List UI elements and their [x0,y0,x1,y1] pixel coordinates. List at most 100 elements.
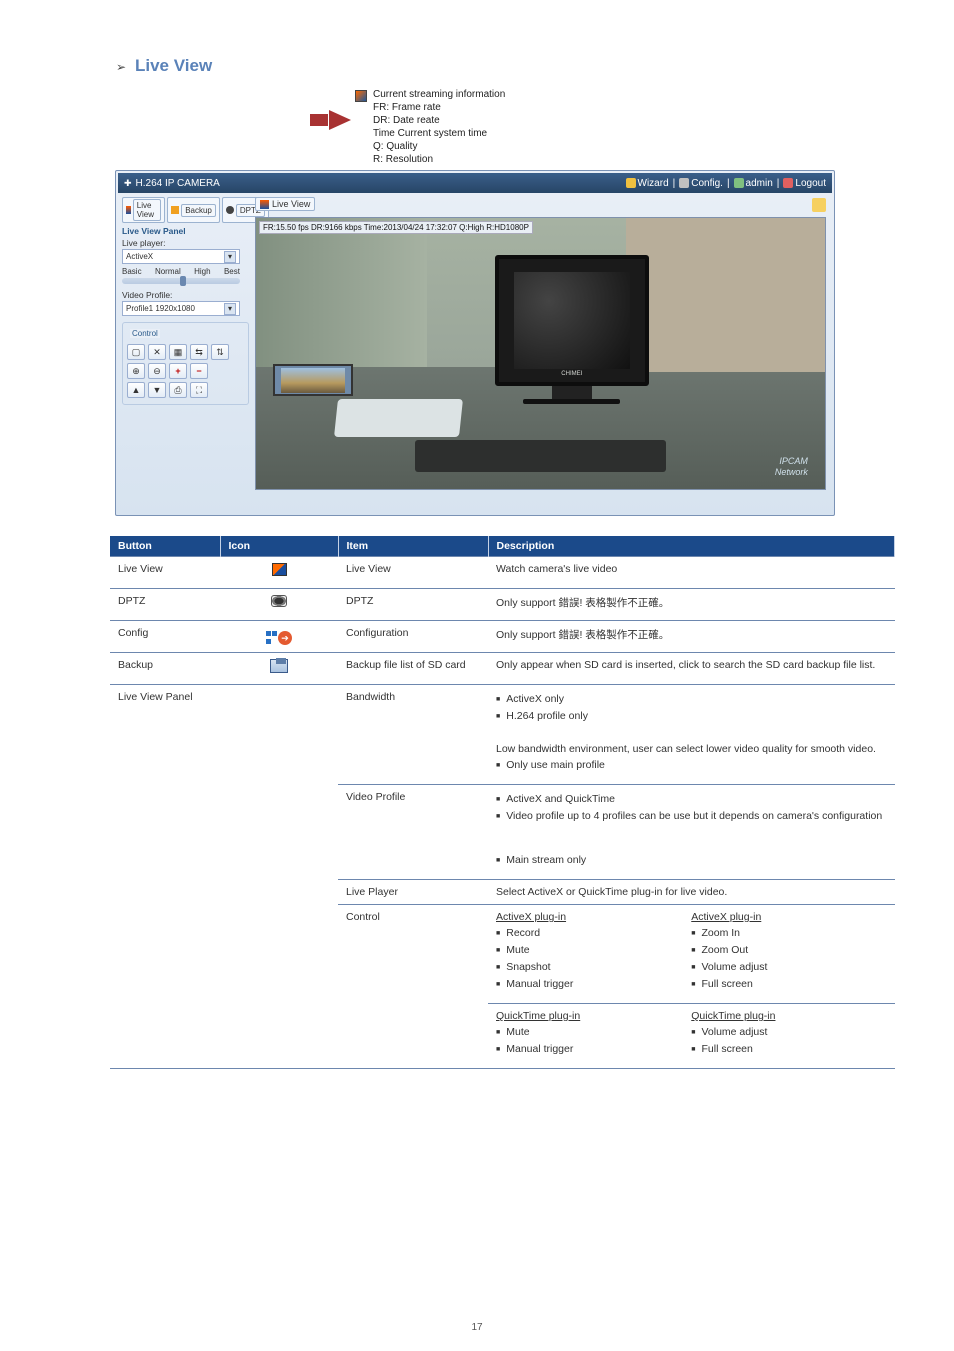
cell-item: Backup file list of SD card [338,653,488,685]
cell-desc: Only appear when SD card is inserted, cl… [488,653,895,685]
vol-up-button[interactable]: + [169,363,187,379]
cell-item: Live View [338,557,488,589]
mirror-h-button[interactable]: ⇆ [190,344,208,360]
zoom-in-button[interactable]: ⊕ [127,363,145,379]
screenshot-figure: Current streaming information FR: Frame … [115,88,835,516]
cell-item: Live Player [338,880,488,905]
trigger-up-button[interactable]: ▲ [127,382,145,398]
scene-wall-right [626,218,825,372]
app-window: H.264 IP CAMERA Wizard | Config. | admin… [115,170,835,516]
qual-best: Best [224,267,240,276]
cell-icon [220,557,338,589]
list-item: Full screen [691,977,886,993]
table-row: DPTZ DPTZ Only support 錯誤! 表格製作不正確。 [110,589,895,621]
page-number: 17 [471,1322,482,1333]
panel-heading: Live View Panel [122,226,249,236]
dptz-icon [226,206,234,214]
mute-button[interactable]: ✕ [148,344,166,360]
th-desc: Description [488,536,895,557]
speaker-icon[interactable] [812,198,826,212]
osd-text: FR:15.50 fps DR:9166 kbps Time:2013/04/2… [259,221,533,234]
aux-button[interactable]: ⎙ [169,382,187,398]
list-item: Video profile up to 4 profiles can be us… [496,809,887,825]
table-row: Live View Live View Watch camera's live … [110,557,895,589]
th-button: Button [110,536,220,557]
admin-icon [734,178,744,188]
callout-line: Time Current system time [373,127,505,140]
chevron-down-icon: ▾ [224,303,236,315]
video-profile-select[interactable]: Profile1 1920x1080 ▾ [122,301,240,316]
callout-line: Q: Quality [373,140,505,153]
list-item: Mute [496,1025,691,1041]
note-text: Low bandwidth environment, user can sele… [496,743,887,755]
fullscreen-button[interactable]: ⛶ [190,382,208,398]
cell-button: DPTZ [110,589,220,621]
col-title: QuickTime plug-in [691,1010,886,1022]
callout-line: FR: Frame rate [373,101,505,114]
scene-phone [334,399,463,437]
list-item: Volume adjust [691,1025,886,1041]
tab-liveview[interactable]: Live View [122,197,165,223]
th-icon: Icon [220,536,338,557]
config-link[interactable]: Config. [679,178,723,189]
snapshot-button[interactable]: ▦ [169,344,187,360]
chevron-down-icon: ▾ [224,251,236,263]
cell-item: DPTZ [338,589,488,621]
list-item: Snapshot [496,960,691,976]
qual-normal: Normal [155,267,181,276]
cell-icon [220,589,338,621]
list-item: Mute [496,943,691,959]
dptz-icon [271,595,287,607]
callout: Current streaming information FR: Frame … [310,88,835,166]
left-panel: Live View Backup DPTZ Live View Panel Li… [118,193,253,513]
cell-desc: ActiveX only H.264 profile only Low band… [488,685,895,785]
mirror-v-button[interactable]: ⇅ [211,344,229,360]
cell-desc: Only support 錯誤! 表格製作不正確。 [488,589,895,621]
logout-link[interactable]: Logout [783,178,826,189]
watermark: IPCAMNetwork [775,456,808,478]
list-item: Manual trigger [496,1042,691,1058]
list-item: H.264 profile only [496,709,887,725]
cell-desc: Select ActiveX or QuickTime plug-in for … [488,880,895,905]
callout-text: Current streaming information FR: Frame … [373,88,505,166]
zoom-out-button[interactable]: ⊖ [148,363,166,379]
trigger-down-button[interactable]: ▼ [148,382,166,398]
table-row: Live View Panel Bandwidth ActiveX only H… [110,685,895,785]
bullet-arrow: ➢ [116,60,126,74]
main-panel: Live View CHIMEI FR:15.50 fps DR:916 [253,193,832,513]
admin-link[interactable]: admin [734,178,773,189]
config-icon: ➔ [266,631,292,645]
reference-table: Button Icon Item Description Live View L… [110,536,895,1069]
wizard-link[interactable]: Wizard [626,178,669,189]
callout-line: Current streaming information [373,88,505,101]
table-row: Config ➔ Configuration Only support 錯誤! … [110,621,895,653]
record-button[interactable]: ▢ [127,344,145,360]
col-title: ActiveX plug-in [496,911,691,923]
vol-down-button[interactable]: − [190,363,208,379]
list-item: Zoom In [691,926,886,942]
cell-desc: QuickTime plug-in Mute Manual trigger Qu… [488,1004,895,1069]
titlebar: H.264 IP CAMERA Wizard | Config. | admin… [118,173,832,193]
config-icon [679,178,689,188]
col-title: ActiveX plug-in [691,911,886,923]
cell-button: Live View Panel [110,685,220,1069]
tab-backup[interactable]: Backup [167,197,220,223]
cell-item: Control [338,905,488,1069]
list-item: Manual trigger [496,977,691,993]
monitor-badge: CHIMEI [561,371,582,377]
main-tab-liveview[interactable]: Live View [255,197,315,211]
logout-icon [783,178,793,188]
liveplayer-select[interactable]: ActiveX ▾ [122,249,240,264]
col-title: QuickTime plug-in [496,1010,691,1022]
scene-monitor: CHIMEI [495,255,649,385]
cell-item: Video Profile [338,785,488,880]
page-title: Live View [135,56,212,76]
scene-wall-left [256,218,427,367]
cell-button: Config [110,621,220,653]
video-profile-label: Video Profile: [122,290,249,300]
wizard-icon [626,178,636,188]
scene-picture [273,364,353,397]
list-item: Only use main profile [496,758,887,774]
list-item: Main stream only [496,853,887,869]
bandwidth-slider[interactable] [122,278,240,284]
